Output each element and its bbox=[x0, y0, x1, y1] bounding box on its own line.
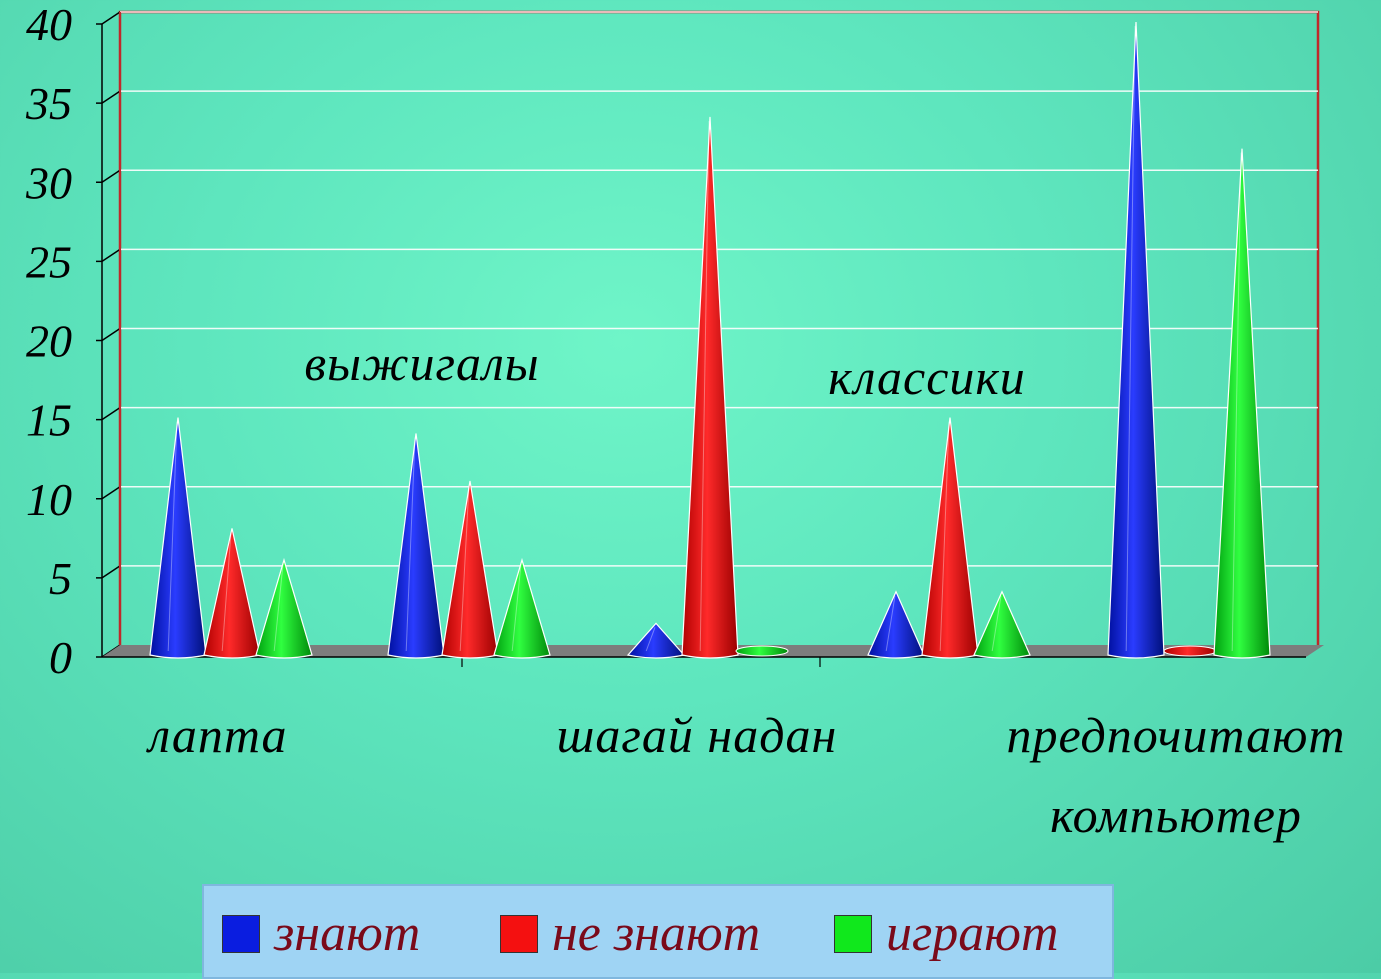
axis-depth-tick bbox=[102, 12, 120, 24]
cone-bar bbox=[736, 646, 788, 656]
axis-depth-tick bbox=[102, 329, 120, 341]
cone-bar bbox=[682, 117, 738, 658]
axis-depth-tick bbox=[102, 566, 120, 578]
cone-bar bbox=[150, 418, 206, 658]
cone-bar-chart: 0 5 10 15 20 25 30 35 40 лапта выжигалы шагай нада… bbox=[0, 0, 1381, 880]
cone-bar bbox=[922, 418, 978, 658]
axis-depth-tick bbox=[102, 249, 120, 261]
cone-bar bbox=[388, 433, 444, 658]
legend-item-dont-know: не знают bbox=[500, 908, 760, 960]
cone-bar bbox=[494, 560, 550, 658]
y-tick-label: 30 bbox=[25, 157, 72, 208]
legend-item-play: играют bbox=[834, 908, 1059, 960]
legend-swatch-red bbox=[500, 915, 538, 953]
y-tick-label: 5 bbox=[49, 553, 72, 604]
y-tick-label: 40 bbox=[26, 0, 72, 50]
category-label: шагай надан bbox=[557, 707, 838, 763]
y-tick-label: 10 bbox=[26, 474, 72, 525]
cone-bar bbox=[204, 528, 260, 658]
category-label: лапта bbox=[145, 707, 287, 763]
cone-bar bbox=[256, 560, 312, 658]
chart-legend: знают не знают играют bbox=[202, 884, 1114, 979]
y-tick-label: 25 bbox=[26, 236, 72, 287]
cone-bar bbox=[628, 623, 684, 658]
cone-bar bbox=[974, 592, 1030, 658]
y-tick-label: 15 bbox=[26, 395, 72, 446]
legend-swatch-blue bbox=[222, 915, 260, 953]
category-label: классики bbox=[828, 349, 1026, 405]
legend-label: играют bbox=[886, 908, 1059, 960]
axis-depth-tick bbox=[102, 487, 120, 499]
category-label: выжигалы bbox=[304, 335, 539, 391]
cone-bar bbox=[1108, 22, 1164, 658]
cone-bar bbox=[1164, 646, 1216, 656]
cone-bar bbox=[868, 592, 924, 658]
legend-swatch-green bbox=[834, 915, 872, 953]
axis-depth-tick bbox=[102, 408, 120, 420]
legend-item-know: знают bbox=[222, 908, 420, 960]
category-label: предпочитают компьютер bbox=[1007, 707, 1346, 843]
y-tick-label: 35 bbox=[25, 78, 72, 129]
cone-bar bbox=[442, 481, 498, 658]
axis-depth-tick bbox=[102, 170, 120, 182]
y-tick-label: 20 bbox=[26, 316, 72, 367]
y-tick-label: 0 bbox=[49, 632, 72, 683]
legend-label: знают bbox=[274, 908, 420, 960]
axis-depth-tick bbox=[102, 91, 120, 103]
legend-label: не знают bbox=[552, 908, 760, 960]
cone-bar bbox=[1214, 149, 1270, 658]
